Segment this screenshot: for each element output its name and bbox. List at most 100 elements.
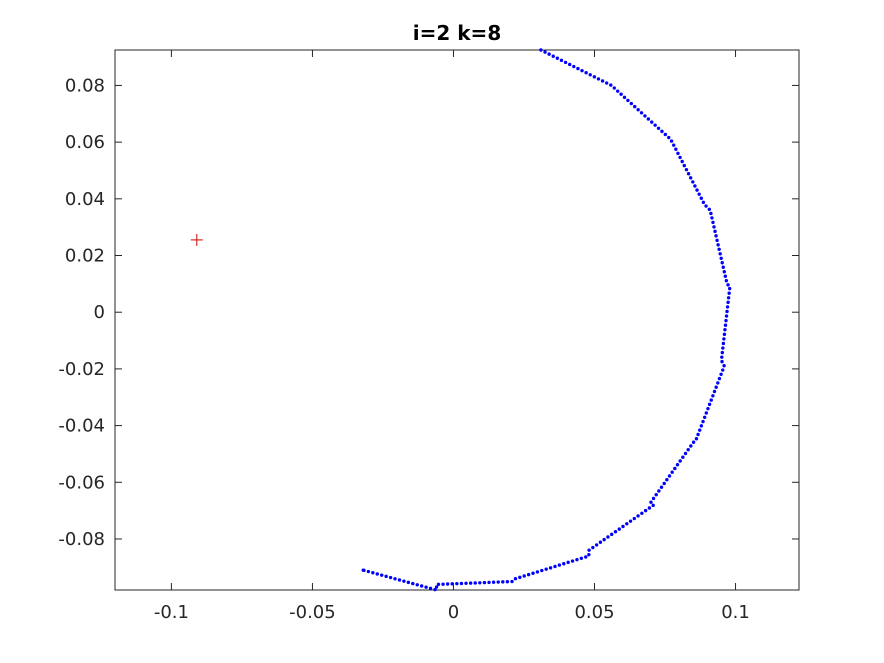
x-tick-label: 0: [448, 602, 459, 623]
path-point: [628, 519, 633, 523]
path-point: [596, 77, 601, 81]
path-point: [726, 296, 731, 300]
path-point: [621, 524, 625, 529]
path-point: [712, 389, 717, 394]
path-point: [725, 305, 730, 309]
path-point: [375, 572, 379, 576]
path-point: [719, 372, 723, 377]
path-point: [715, 238, 719, 243]
path-point: [675, 463, 680, 467]
path-point: [557, 563, 562, 567]
path-point: [629, 101, 634, 106]
path-point: [689, 444, 693, 448]
path-point: [684, 167, 689, 172]
path-point: [555, 56, 560, 60]
path-point: [657, 489, 661, 493]
path-point: [531, 571, 535, 575]
path-point: [402, 579, 406, 583]
path-point: [721, 341, 726, 346]
path-point: [613, 530, 618, 534]
path-point: [670, 470, 674, 474]
path-point: [722, 270, 726, 274]
path-point: [723, 274, 728, 278]
path-point: [459, 581, 464, 586]
path-point: [626, 98, 630, 103]
path-point: [646, 117, 651, 121]
path-point: [653, 123, 657, 127]
path-point: [694, 437, 699, 441]
path-point: [725, 309, 729, 314]
path-point: [616, 89, 620, 93]
path-point: [563, 60, 568, 65]
path-point: [473, 581, 477, 585]
path-point: [526, 572, 531, 577]
y-tick-label: -0.06: [58, 472, 105, 493]
path-point: [647, 506, 652, 510]
path-point: [686, 172, 691, 176]
path-point: [709, 398, 713, 402]
path-point: [639, 111, 644, 115]
x-tick-label: 0.05: [574, 602, 614, 623]
path-point: [388, 575, 393, 580]
path-point: [397, 578, 402, 582]
path-point: [419, 584, 424, 588]
path-point: [688, 176, 693, 180]
path-point: [553, 564, 557, 569]
path-point: [720, 350, 725, 355]
path-point: [522, 574, 526, 578]
path-point: [717, 247, 721, 252]
path-point: [678, 459, 682, 463]
path-point: [691, 440, 696, 444]
path-point: [691, 180, 695, 184]
path-point: [722, 364, 726, 368]
data-layer: [190, 48, 732, 592]
path-point: [669, 139, 674, 143]
path-point: [699, 424, 704, 428]
path-point: [697, 192, 701, 196]
path-point: [727, 291, 731, 295]
path-point: [663, 132, 668, 137]
path-point: [540, 568, 544, 573]
path-point: [594, 543, 599, 547]
path-point: [699, 196, 703, 200]
path-point: [428, 586, 433, 591]
path-point: [513, 577, 518, 581]
path-point: [718, 252, 722, 256]
path-point: [543, 50, 547, 54]
path-point: [575, 557, 579, 562]
path-point: [580, 68, 584, 73]
path-point: [518, 575, 522, 580]
path-point: [551, 54, 555, 58]
y-tick-label: -0.02: [58, 359, 105, 380]
path-point: [702, 415, 707, 419]
path-point: [598, 540, 603, 544]
axes-box: [114, 49, 800, 591]
path-point: [720, 359, 724, 364]
path-point: [640, 511, 644, 515]
path-point: [450, 582, 454, 586]
path-point: [676, 151, 680, 156]
path-point: [566, 560, 570, 565]
path-point: [501, 580, 505, 584]
path-point: [491, 580, 496, 584]
path-point: [464, 581, 468, 585]
path-point: [704, 411, 708, 415]
path-point: [716, 381, 720, 385]
path-point: [625, 522, 629, 526]
plus-marker: [190, 233, 203, 246]
path-point: [433, 587, 437, 592]
path-point: [714, 234, 718, 238]
path-point: [651, 503, 655, 508]
y-tick-label: -0.08: [58, 529, 105, 550]
path-point: [617, 527, 621, 531]
path-point: [633, 104, 637, 109]
path-point: [660, 129, 664, 134]
path-point: [680, 159, 684, 164]
path-point: [609, 83, 613, 87]
path-point: [610, 532, 614, 537]
path-point: [445, 582, 450, 586]
path-point: [672, 143, 676, 147]
path-point: [602, 537, 606, 542]
